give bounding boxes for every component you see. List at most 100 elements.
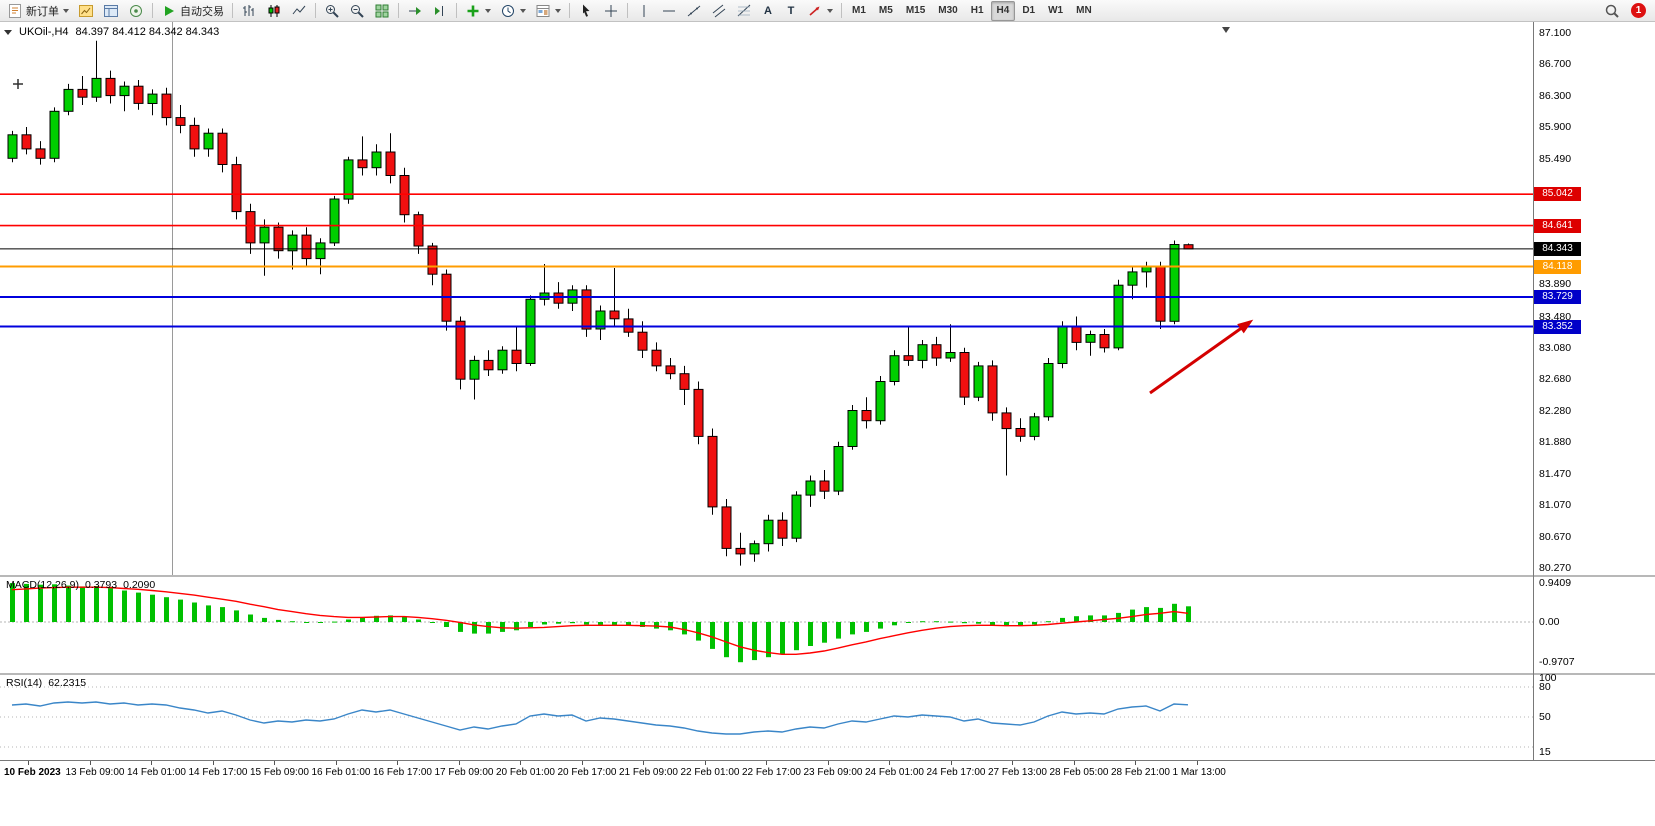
candle-body	[497, 349, 508, 371]
candle-body	[1183, 244, 1194, 250]
period-button-m30[interactable]: M30	[932, 1, 963, 21]
one-click-trading-toggle[interactable]	[4, 29, 12, 35]
label-tool-button[interactable]: T	[780, 1, 802, 21]
fibonacci-tool-button[interactable]	[732, 1, 756, 21]
market-watch-button[interactable]	[74, 1, 98, 21]
candle-body	[861, 410, 872, 422]
macd-histogram-bar	[878, 622, 883, 629]
macd-histogram-bar	[94, 586, 99, 622]
indicators-button[interactable]	[461, 1, 495, 21]
macd-histogram-bar	[584, 622, 589, 625]
candle-body	[1155, 265, 1166, 322]
candle-body	[483, 359, 494, 371]
candle-body	[49, 110, 60, 159]
data-window-button[interactable]	[99, 1, 123, 21]
cursor-icon	[583, 4, 590, 17]
macd-histogram-bar	[1046, 621, 1051, 623]
trendline-tool-button[interactable]	[682, 1, 706, 21]
text-tool-button[interactable]: A	[757, 1, 779, 21]
macd-histogram-bar	[626, 622, 631, 626]
dropdown-caret-icon	[827, 8, 833, 13]
zoom-out-button[interactable]	[345, 1, 369, 21]
time-axis-label: 1 Mar 13:00	[1172, 767, 1226, 778]
time-axis-tick	[335, 761, 337, 765]
candle-body	[763, 519, 774, 545]
candle-body	[595, 310, 606, 330]
period-button-w1[interactable]: W1	[1042, 1, 1069, 21]
macd-panel[interactable]	[0, 577, 1533, 673]
rsi-panel[interactable]	[0, 675, 1533, 760]
candle-body	[721, 506, 732, 549]
macd-histogram-bar	[178, 599, 183, 622]
line-chart-mode-button[interactable]	[287, 1, 311, 21]
tile-windows-button[interactable]	[370, 1, 394, 21]
symbol-period-label: UKOil-,H4	[19, 26, 69, 38]
autotrading-button[interactable]: 自动交易	[157, 1, 228, 21]
candle-body	[1015, 428, 1026, 437]
candle-body	[413, 214, 424, 247]
notification-badge[interactable]: 1	[1631, 3, 1646, 18]
toolbar: 新订单 自动交易	[0, 0, 1655, 22]
time-axis-tick	[766, 761, 767, 765]
navigator-button[interactable]	[124, 1, 148, 21]
macd-histogram-bar	[500, 622, 505, 632]
time-axis-tick	[889, 761, 890, 765]
bar-chart-mode-button[interactable]	[237, 1, 261, 21]
candlestick-mode-button[interactable]	[262, 1, 286, 21]
panel-splitter[interactable]	[0, 673, 1655, 675]
period-button-h1[interactable]: H1	[965, 1, 990, 21]
crosshair-button[interactable]	[599, 1, 623, 21]
vertical-line-tool-button[interactable]	[632, 1, 656, 21]
period-label: M5	[878, 5, 893, 16]
cursor-button[interactable]	[574, 1, 598, 21]
period-button-h4[interactable]: H4	[990, 0, 1016, 21]
tile-windows-icon	[375, 4, 389, 17]
macd-histogram-bar	[794, 622, 799, 651]
candle-body	[273, 226, 284, 252]
candle-body	[1043, 363, 1054, 418]
period-button-d1[interactable]: D1	[1016, 1, 1041, 21]
macd-histogram-bar	[458, 622, 463, 632]
macd-histogram-bar	[640, 622, 645, 627]
macd-histogram-bar	[1088, 615, 1093, 622]
macd-histogram-bar	[1116, 612, 1121, 622]
zoom-in-button[interactable]	[320, 1, 344, 21]
time-axis-label: 14 Feb 01:00	[127, 767, 186, 778]
panel-splitter[interactable]	[0, 575, 1655, 577]
period-button-m5[interactable]: M5	[873, 1, 899, 21]
horizontal-line-tool-button[interactable]	[657, 1, 681, 21]
arrows-tool-button[interactable]	[803, 1, 837, 21]
period-button-m15[interactable]: M15	[900, 1, 931, 21]
plus-marker-object[interactable]	[13, 79, 23, 89]
macd-histogram-bar	[668, 622, 673, 631]
indicators-plus-icon	[467, 5, 479, 16]
period-button-m1[interactable]: M1	[846, 1, 872, 21]
period-button-mn[interactable]: MN	[1070, 1, 1098, 21]
macd-histogram-bar	[1130, 609, 1135, 622]
auto-scroll-button[interactable]	[428, 1, 452, 21]
macd-histogram-bar	[416, 619, 421, 622]
macd-histogram-bar	[1172, 603, 1177, 622]
candle-body	[1001, 412, 1012, 430]
channel-tool-button[interactable]	[707, 1, 731, 21]
chart-shift-button[interactable]	[403, 1, 427, 21]
macd-histogram-bar	[374, 615, 379, 622]
templates-button[interactable]	[531, 1, 565, 21]
candle-body	[553, 292, 564, 304]
time-axis[interactable]: 10 Feb 2023 13 Feb 09:00 14 Feb 01:00 14 Fe…	[0, 761, 1533, 783]
dropdown-caret-icon	[555, 8, 561, 13]
search-button[interactable]	[1600, 1, 1624, 21]
new-order-button[interactable]: 新订单	[3, 1, 73, 21]
ohlc-values: 84.397 84.412 84.342 84.343	[75, 26, 220, 38]
main-price-chart[interactable]	[0, 22, 1533, 575]
macd-histogram-bar	[570, 622, 575, 624]
macd-histogram-bar	[1074, 616, 1079, 622]
price-badge: 85.042	[1534, 187, 1581, 202]
price-axis-label: 85.490	[1539, 153, 1572, 166]
toolbar-separator	[456, 3, 457, 18]
candle-body	[301, 234, 312, 260]
price-axis[interactable]: 87.100 86.700 86.300 85.900 85.490 83.890 83.4…	[1534, 0, 1655, 826]
arrow-object[interactable]	[1149, 320, 1251, 395]
periods-button[interactable]	[496, 1, 530, 21]
candle-body	[917, 344, 928, 361]
